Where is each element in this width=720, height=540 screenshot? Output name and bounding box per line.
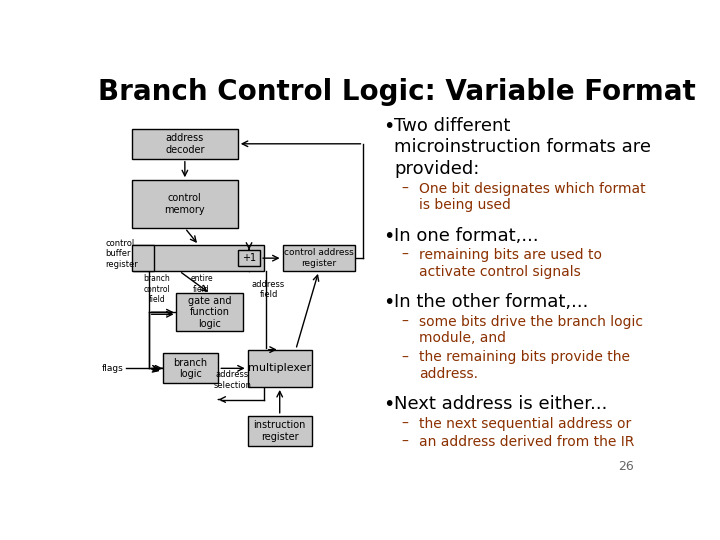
Text: an address derived from the IR: an address derived from the IR — [419, 435, 634, 449]
Bar — [282, 245, 355, 271]
Text: –: – — [402, 181, 409, 195]
Text: control
buffer
register: control buffer register — [106, 239, 138, 269]
Text: control address
register: control address register — [284, 248, 354, 268]
Bar — [132, 129, 238, 159]
Text: •: • — [383, 293, 395, 312]
Bar — [132, 245, 154, 271]
Bar — [163, 353, 218, 383]
Text: instruction
register: instruction register — [253, 420, 306, 442]
Text: branch
control
field: branch control field — [143, 274, 171, 304]
Text: –: – — [402, 315, 409, 329]
Text: entire
field: entire field — [190, 274, 213, 294]
Text: •: • — [383, 395, 395, 414]
Text: remaining bits are used to
activate control signals: remaining bits are used to activate cont… — [419, 248, 602, 279]
Bar — [248, 349, 312, 387]
Text: In one format,...: In one format,... — [394, 227, 539, 245]
Text: the remaining bits provide the
address.: the remaining bits provide the address. — [419, 350, 630, 381]
Text: One bit designates which format
is being used: One bit designates which format is being… — [419, 181, 646, 212]
Text: +1: +1 — [242, 253, 256, 263]
Bar — [133, 245, 264, 271]
Text: In the other format,...: In the other format,... — [394, 293, 588, 311]
Text: multiplexer: multiplexer — [248, 363, 311, 373]
Text: –: – — [402, 435, 409, 449]
Bar — [248, 416, 312, 446]
Text: control
memory: control memory — [165, 193, 205, 215]
Text: 26: 26 — [618, 460, 634, 473]
Text: •: • — [383, 227, 395, 246]
Bar — [176, 293, 243, 331]
Text: Two different
microinstruction formats are
provided:: Two different microinstruction formats a… — [394, 117, 651, 178]
Bar — [132, 180, 238, 228]
Text: the next sequential address or: the next sequential address or — [419, 417, 631, 431]
Text: address
field: address field — [252, 280, 285, 299]
Text: branch
logic: branch logic — [174, 357, 207, 379]
Text: some bits drive the branch logic
module, and: some bits drive the branch logic module,… — [419, 315, 643, 346]
Text: –: – — [402, 248, 409, 262]
Text: –: – — [402, 350, 409, 365]
Text: address
selection: address selection — [213, 370, 251, 390]
Text: Next address is either...: Next address is either... — [394, 395, 608, 413]
Text: Branch Control Logic: Variable Format: Branch Control Logic: Variable Format — [98, 78, 696, 106]
Text: –: – — [402, 417, 409, 431]
Text: address
decoder: address decoder — [165, 133, 204, 154]
Bar — [238, 250, 260, 266]
Text: gate and
function
logic: gate and function logic — [188, 295, 232, 329]
Text: flags: flags — [102, 364, 124, 373]
Text: •: • — [383, 117, 395, 136]
